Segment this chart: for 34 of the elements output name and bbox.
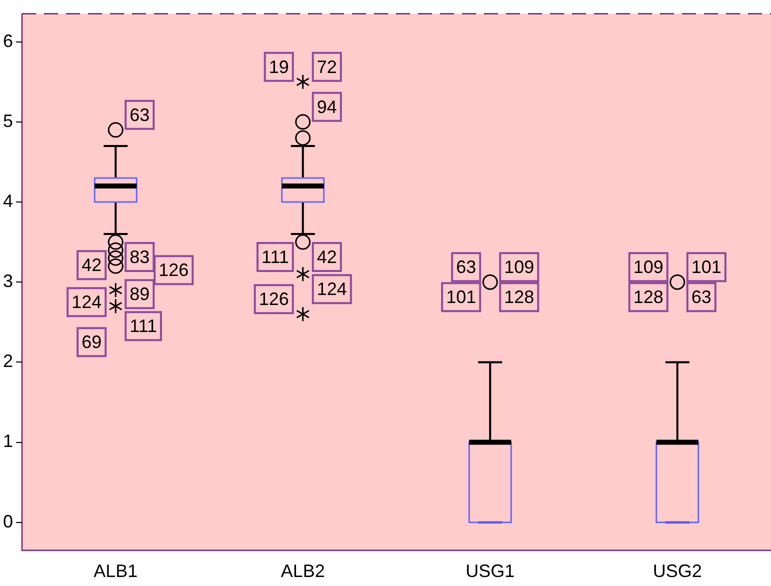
annotation: 128 bbox=[633, 287, 664, 308]
annotation: 69 bbox=[82, 332, 102, 352]
annotation: 109 bbox=[504, 257, 534, 278]
y-tick-label: 6 bbox=[2, 30, 14, 51]
annotation: 109 bbox=[633, 257, 664, 278]
annotation: 83 bbox=[130, 247, 150, 268]
annotation: 101 bbox=[446, 287, 476, 308]
x-tick-label: ALB1 bbox=[94, 561, 138, 582]
x-tick-label: ALB2 bbox=[280, 561, 325, 582]
y-tick-label: 3 bbox=[2, 271, 14, 292]
x-tick-label: USG2 bbox=[652, 561, 702, 582]
annotation: 63 bbox=[130, 104, 150, 125]
annotation: 111 bbox=[130, 316, 157, 336]
annotation: 72 bbox=[316, 56, 337, 77]
annotation: 124 bbox=[316, 279, 347, 300]
annotation: 124 bbox=[72, 292, 102, 312]
annotation: 94 bbox=[316, 96, 337, 117]
annotation: 19 bbox=[268, 56, 289, 77]
annotation: 63 bbox=[691, 287, 712, 308]
y-tick-label: 4 bbox=[2, 190, 14, 211]
y-tick-label: 5 bbox=[2, 110, 14, 131]
annotation: 89 bbox=[130, 284, 150, 304]
annotation: 63 bbox=[456, 257, 476, 278]
annotation: 42 bbox=[316, 247, 337, 268]
annotation: 128 bbox=[504, 287, 534, 308]
annotation: 126 bbox=[258, 289, 289, 310]
y-tick-label: 0 bbox=[2, 511, 14, 532]
annotation: 42 bbox=[82, 255, 102, 276]
y-tick-label: 2 bbox=[2, 351, 14, 372]
annotation: 101 bbox=[691, 257, 722, 278]
annotation: 111 bbox=[262, 247, 289, 268]
y-tick-label: 1 bbox=[2, 431, 14, 452]
x-tick-label: USG1 bbox=[466, 561, 515, 582]
annotation: 126 bbox=[158, 260, 189, 280]
